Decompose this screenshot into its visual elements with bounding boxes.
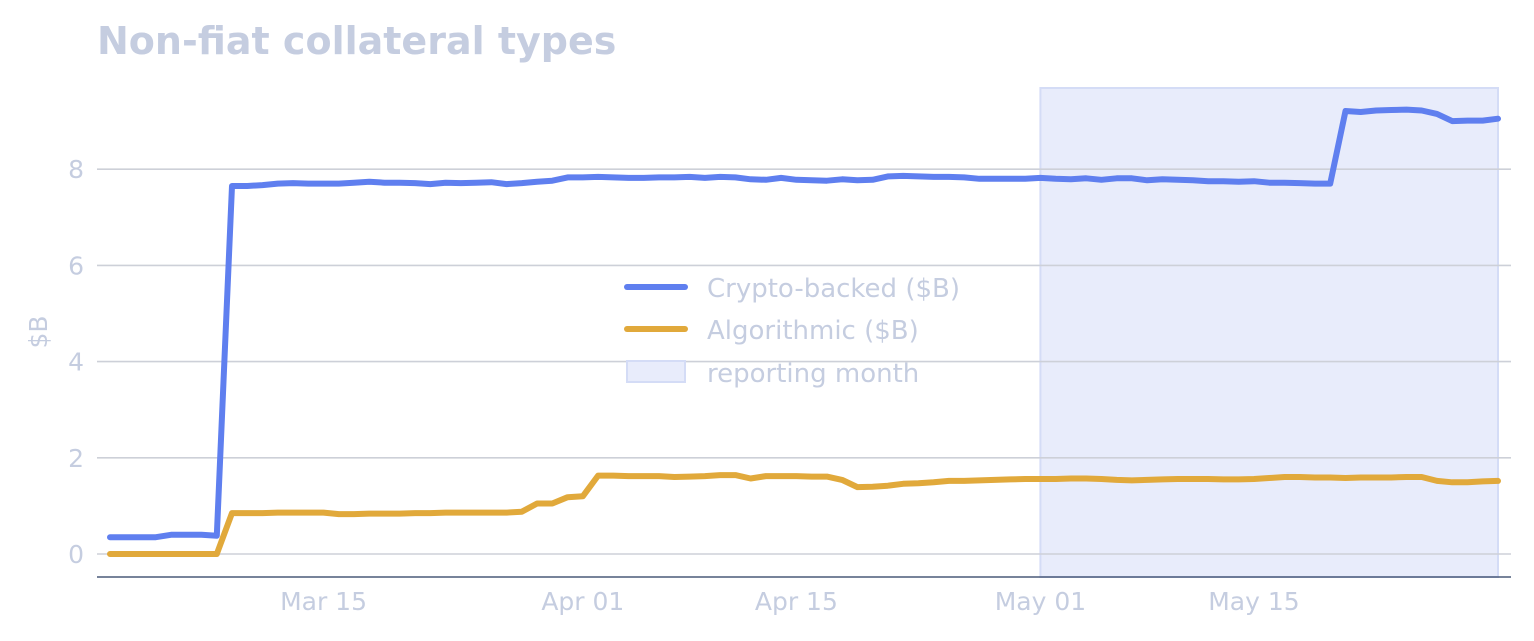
series-line-algorithmic — [107, 472, 1501, 557]
grid-lines — [97, 168, 1511, 555]
x-tick-label: Mar 15 — [280, 587, 367, 616]
x-tick-label: May 01 — [995, 587, 1086, 616]
y-tick-label: 2 — [68, 444, 84, 473]
legend-label-algorithmic: Algorithmic ($B) — [707, 316, 919, 346]
y-tick-labels: 0 2 4 6 8 — [68, 155, 84, 569]
series-lines — [107, 106, 1501, 557]
legend-swatch-reporting-month — [626, 360, 686, 383]
y-tick-label: 0 — [68, 540, 84, 569]
x-tick-label: May 15 — [1208, 587, 1299, 616]
x-tick-label: Apr 15 — [755, 587, 838, 616]
series-line-crypto-backed — [107, 106, 1501, 541]
x-tick-label: Apr 01 — [541, 587, 624, 616]
reporting-month-region — [1039, 87, 1500, 578]
legend: Crypto-backed ($B) Algorithmic ($B) repo… — [624, 274, 960, 389]
legend-label-crypto-backed: Crypto-backed ($B) — [707, 274, 960, 304]
x-tick-labels: Mar 15 Apr 01 Apr 15 May 01 May 15 — [280, 587, 1300, 616]
legend-label-reporting-month: reporting month — [707, 359, 919, 389]
chart-title: Non-fiat collateral types — [97, 19, 616, 63]
highlight-region-layer — [1039, 87, 1500, 578]
y-tick-label: 6 — [68, 251, 84, 280]
y-axis-label: $B — [24, 315, 53, 348]
y-tick-label: 4 — [68, 348, 84, 377]
y-tick-label: 8 — [68, 155, 84, 184]
